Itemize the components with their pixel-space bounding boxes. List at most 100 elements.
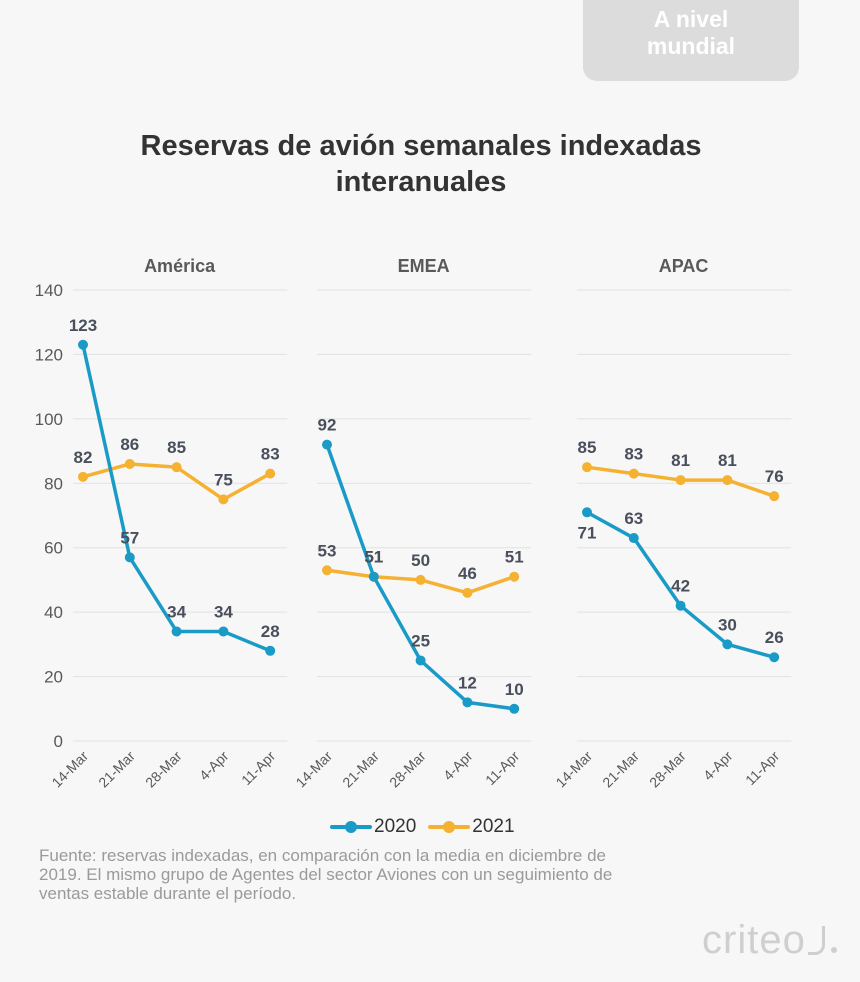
apac-series-2021-point-2 xyxy=(675,475,686,486)
america-series-2020-label-0: 123 xyxy=(69,316,97,335)
america-series-2021-label-1: 86 xyxy=(120,435,139,454)
legend-item-2021: 2021 xyxy=(428,816,515,838)
source-line-3: ventas estable durante el período. xyxy=(39,884,297,903)
y-tick-label-100: 100 xyxy=(35,410,63,429)
apac-series-2021-label-3: 81 xyxy=(718,451,737,470)
emea-series-2020-point-4 xyxy=(509,703,520,714)
emea-series-2021-point-3 xyxy=(462,587,473,598)
america-series-2021-point-4 xyxy=(265,468,276,479)
apac-series-2021-point-0 xyxy=(582,462,592,473)
america-series-2021-point-2 xyxy=(171,462,182,473)
apac-series-2020-label-3: 30 xyxy=(718,615,737,634)
apac-series-2021-label-0: 85 xyxy=(578,438,597,457)
america-x-tick-28-mar: 28-Mar xyxy=(142,748,185,791)
emea-series-2020-point-0 xyxy=(322,439,332,450)
apac-x-tick-21-mar: 21-Mar xyxy=(599,748,642,791)
emea-series-2020-label-0: 92 xyxy=(318,416,337,435)
apac-series-2021-label-2: 81 xyxy=(671,451,690,470)
y-tick-label-120: 120 xyxy=(35,345,63,364)
america-x-tick-21-mar: 21-Mar xyxy=(95,748,138,791)
america-series-2021-label-3: 75 xyxy=(214,470,233,489)
apac-series-2020-label-2: 42 xyxy=(671,577,690,596)
america-series-2020-point-0 xyxy=(78,339,88,350)
emea-series-2021-label-4: 51 xyxy=(505,548,524,567)
logo-mark-icon xyxy=(807,926,825,955)
apac-series-2021-point-4 xyxy=(769,491,780,502)
legend-swatch-2020 xyxy=(330,817,372,837)
y-tick-label-140: 140 xyxy=(35,281,63,300)
apac-series-2020-label-1: 63 xyxy=(624,509,643,528)
apac-series-2020-point-1 xyxy=(628,533,639,544)
y-tick-label-60: 60 xyxy=(44,539,63,558)
y-tick-label-0: 0 xyxy=(54,732,63,751)
apac-x-tick-28-mar: 28-Mar xyxy=(646,748,689,791)
y-tick-label-20: 20 xyxy=(44,668,63,687)
america-series-2021-point-3 xyxy=(218,494,229,505)
america-series-2020-label-2: 34 xyxy=(167,602,186,621)
emea-series-2021-label-1: 51 xyxy=(364,548,383,567)
america-series-2020-point-2 xyxy=(171,626,182,637)
america-series-2021-point-0 xyxy=(78,471,88,482)
america-x-tick-4-apr: 4-Apr xyxy=(196,748,232,784)
emea-series-2021-point-0 xyxy=(322,565,332,576)
legend-label-2021: 2021 xyxy=(472,816,515,837)
emea-x-tick-4-apr: 4-Apr xyxy=(440,748,476,784)
source-line-1: Fuente: reservas indexadas, en comparaci… xyxy=(39,846,606,865)
emea-series-2021-label-0: 53 xyxy=(318,541,337,560)
y-tick-label-80: 80 xyxy=(44,474,63,493)
emea-series-2021-point-2 xyxy=(415,574,426,585)
criteo-logo: criteo xyxy=(702,918,837,963)
emea-series-2020-point-1 xyxy=(368,571,379,582)
y-tick-label-40: 40 xyxy=(44,603,63,622)
america-series-2021-label-0: 82 xyxy=(74,448,93,467)
emea-series-2020-label-4: 10 xyxy=(505,680,524,699)
emea-series-2021-label-2: 50 xyxy=(411,551,430,570)
emea-x-tick-11-apr: 11-Apr xyxy=(482,748,523,789)
apac-x-tick-11-apr: 11-Apr xyxy=(742,748,783,789)
emea-series-2020-label-1: 51 xyxy=(364,548,383,567)
america-series-2021-label-2: 85 xyxy=(167,438,186,457)
emea-series-2020-point-2 xyxy=(415,655,426,666)
emea-series-2020-label-3: 12 xyxy=(458,673,477,692)
apac-series-2020-label-0: 71 xyxy=(578,523,597,542)
legend-swatch-2021 xyxy=(428,817,471,837)
source-note: Fuente: reservas indexadas, en comparaci… xyxy=(39,846,759,903)
apac-panel-title: APAC xyxy=(659,256,709,276)
apac-series-2021-label-4: 76 xyxy=(765,467,784,486)
badge-line-1: A nivel xyxy=(653,6,729,32)
logo-dot-icon xyxy=(830,947,837,953)
apac-series-2021-label-1: 83 xyxy=(624,445,643,464)
america-series-2020-label-4: 28 xyxy=(261,622,280,641)
apac-series-2020-label-4: 26 xyxy=(765,628,784,647)
emea-x-tick-14-mar: 14-Mar xyxy=(292,748,335,791)
legend-label-2020: 2020 xyxy=(374,816,417,837)
emea-series-2020-label-2: 25 xyxy=(411,631,430,650)
chart-legend: 2020 2021 xyxy=(330,814,527,840)
legend-item-2020: 2020 xyxy=(330,816,416,838)
america-series-2021-label-4: 83 xyxy=(261,445,280,464)
apac-series-2020-point-2 xyxy=(675,600,686,611)
emea-series-2020-point-3 xyxy=(462,697,473,708)
chart-title-line-2: interanuales xyxy=(335,166,507,198)
emea-x-tick-28-mar: 28-Mar xyxy=(386,748,429,791)
emea-series-2021-point-4 xyxy=(509,571,520,582)
america-series-2020-label-3: 34 xyxy=(214,602,233,621)
badge-line-2: mundial xyxy=(646,33,736,59)
region-badge: A nivel mundial xyxy=(583,0,799,81)
america-series-2020-point-4 xyxy=(265,645,276,656)
apac-x-tick-14-mar: 14-Mar xyxy=(552,748,595,791)
apac-series-2020-point-0 xyxy=(582,507,592,518)
source-line-2: 2019. El mismo grupo de Agentes del sect… xyxy=(39,865,613,884)
apac-x-tick-4-apr: 4-Apr xyxy=(700,748,736,784)
apac-series-2020-point-4 xyxy=(769,652,780,663)
america-x-tick-14-mar: 14-Mar xyxy=(48,748,91,791)
america-series-2020-point-3 xyxy=(218,626,229,637)
apac-series-2021-point-1 xyxy=(628,468,639,479)
america-panel-title: América xyxy=(144,256,216,276)
apac-series-2020-point-3 xyxy=(722,639,733,650)
apac-series-2021-point-3 xyxy=(722,475,733,486)
america-series-2020-point-1 xyxy=(124,552,135,563)
chart-title: Reservas de avión semanales indexadas in… xyxy=(60,128,782,200)
america-series-2020-label-1: 57 xyxy=(120,528,139,547)
